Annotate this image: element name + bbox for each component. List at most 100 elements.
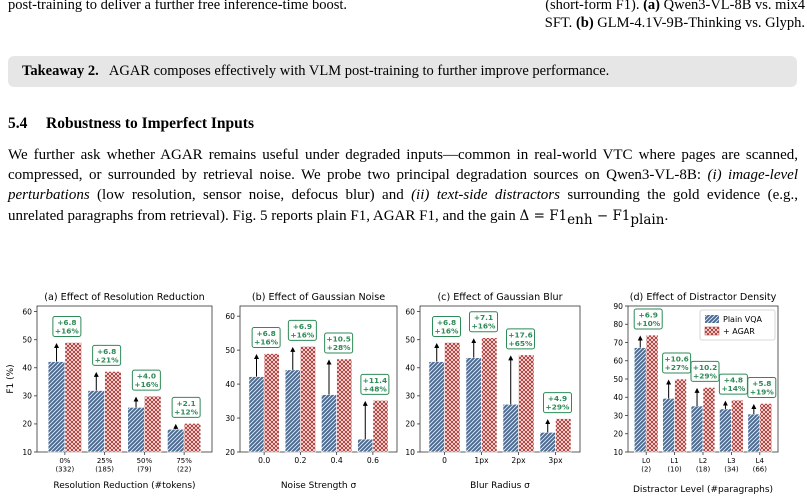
x-tick-label: 2px — [511, 456, 526, 465]
x-tick-label: 0% — [59, 457, 70, 465]
y-tick-label: 20 — [225, 448, 235, 457]
gain-label: +16% — [134, 380, 158, 389]
bar-plain — [284, 369, 301, 453]
section-number: 5.4 — [8, 115, 28, 132]
bar-agar — [555, 418, 572, 453]
takeaway-label: Takeaway 2. — [22, 63, 99, 79]
x-axis-label: Noise Strength σ — [281, 481, 357, 491]
x-tick-label: 0.6 — [367, 456, 379, 465]
gain-annotation: +2.1+12% — [171, 396, 201, 418]
y-tick-label: 50 — [405, 335, 415, 344]
chart-panel-4: (d) Effect of Distractor Density 10 20 30 40… — [613, 292, 779, 495]
gain-label: +4.9 — [548, 394, 567, 403]
bar-plain — [747, 413, 761, 453]
x-tick-label: 0.4 — [331, 456, 343, 465]
gain-box — [747, 376, 777, 398]
x-tick-label: (10) — [667, 466, 682, 474]
y-tick-label: 40 — [405, 364, 415, 373]
x-tick-label: (22) — [177, 466, 192, 474]
gain-label: +16% — [55, 327, 79, 336]
y-tick-label: 30 — [225, 414, 235, 423]
gain-annotation: +10.2+29% — [690, 360, 720, 382]
gain-annotation: +7.1+16% — [469, 311, 498, 333]
gain-box — [92, 344, 122, 366]
y-tick-label: 80 — [613, 320, 623, 329]
gain-annotation: +6.8+21% — [92, 344, 122, 366]
gain-annotation: +6.9+10% — [633, 308, 663, 330]
legend: Plain VQA + AGAR — [699, 309, 776, 341]
chart-title: (a) Effect of Resolution Reduction — [44, 292, 205, 303]
gain-annotation: +17.6+65% — [506, 328, 535, 350]
para-part-1: We further ask whether AGAR remains usef… — [8, 147, 798, 184]
bar-plain — [47, 361, 66, 453]
chart-panel-1: (a) Effect of Resolution Reduction 10 20 30… — [6, 292, 213, 491]
body-paragraph: We further ask whether AGAR remains usef… — [8, 145, 798, 230]
gain-label: +16% — [472, 322, 496, 331]
gain-label: +10.2 — [693, 363, 717, 372]
bar-plain — [248, 376, 265, 453]
y-tick-label: 20 — [405, 420, 415, 429]
bar-plain — [719, 408, 732, 453]
gain-label: +10.5 — [326, 334, 350, 343]
gain-label: +48% — [363, 384, 387, 393]
gain-box — [131, 369, 161, 391]
y-tick-label: 60 — [225, 312, 235, 321]
para-end: . — [664, 207, 669, 224]
y-tick-label: 60 — [22, 307, 32, 316]
takeaway-box: Takeaway 2. AGAR composes effectively wi… — [8, 56, 797, 87]
x-tick-label: 50% — [137, 457, 153, 465]
bar-agar — [645, 334, 659, 453]
gain-label: +6.8 — [97, 347, 116, 356]
gain-label: +5.8 — [752, 379, 771, 388]
bar-agar — [759, 403, 773, 453]
y-tick-label: 70 — [613, 338, 623, 347]
gain-label: +21% — [95, 355, 119, 364]
top-right-line2-text: SFT. — [544, 15, 573, 31]
x-tick-label: 1px — [474, 456, 489, 465]
plot-frame — [239, 305, 398, 453]
gain-box — [506, 328, 535, 350]
gain-box — [287, 319, 317, 341]
x-tick-label: (185) — [95, 466, 114, 474]
gain-label: +14% — [721, 384, 745, 393]
gain-label: +7.1 — [474, 313, 493, 322]
chart-title: (b) Effect of Gaussian Noise — [252, 292, 385, 303]
gain-annotation: +10.5+28% — [324, 332, 354, 354]
top-right-b-label: (b) — [575, 15, 594, 31]
formula-delta: Δ = F1 — [519, 207, 568, 224]
x-tick-label: L2 — [699, 457, 707, 465]
top-right-line-2: SFT. (b) GLM-4.1V-9B-Thinking vs. Glyph. — [420, 14, 805, 32]
gain-box — [432, 316, 461, 337]
y-tick-label: 40 — [613, 393, 623, 402]
x-axis-label: Distractor Level (#paragraphs) — [633, 485, 773, 495]
y-tick-label: 30 — [22, 392, 32, 401]
gain-label: +19% — [750, 387, 774, 396]
bar-agar — [263, 353, 280, 453]
gain-annotation: +4.0+16% — [131, 369, 161, 391]
top-right-a-text: Qwen3-VL-8B vs. mix4 — [663, 0, 805, 13]
formula-minus: − F1 — [592, 207, 631, 224]
para-emph-2: (ii) text-side distractors — [411, 187, 560, 204]
para-part-3: (low resolution, sensor noise, defocus b… — [89, 187, 412, 204]
plot-frame — [419, 305, 581, 453]
bar-agar — [336, 358, 353, 453]
gain-label: +12% — [174, 407, 198, 416]
legend-swatch-agar — [704, 326, 720, 336]
chart-title: (d) Effect of Distractor Density — [630, 292, 777, 303]
gain-box — [690, 360, 720, 382]
chart-panel-2: (b) Effect of Gaussian Noise 20 30 40 50 60 0.… — [225, 292, 398, 491]
x-tick-label: L3 — [727, 457, 735, 465]
x-axis-label: Blur Radius σ — [470, 481, 530, 491]
gain-annotation: +11.4+48% — [360, 373, 390, 395]
bar-plain — [87, 390, 105, 453]
gain-label: +6.9 — [639, 311, 658, 320]
gain-box — [324, 332, 354, 354]
x-tick-label: 0 — [442, 456, 447, 465]
gain-label: +29% — [546, 403, 570, 412]
x-tick-label: L0 — [642, 457, 650, 465]
top-left-fragment: post-training to deliver a further free … — [8, 0, 408, 14]
top-right-line1-text: (short-form F1). — [545, 0, 640, 13]
bar-agar — [674, 378, 687, 453]
x-tick-label: (34) — [724, 466, 739, 474]
plot-frame — [36, 305, 213, 453]
